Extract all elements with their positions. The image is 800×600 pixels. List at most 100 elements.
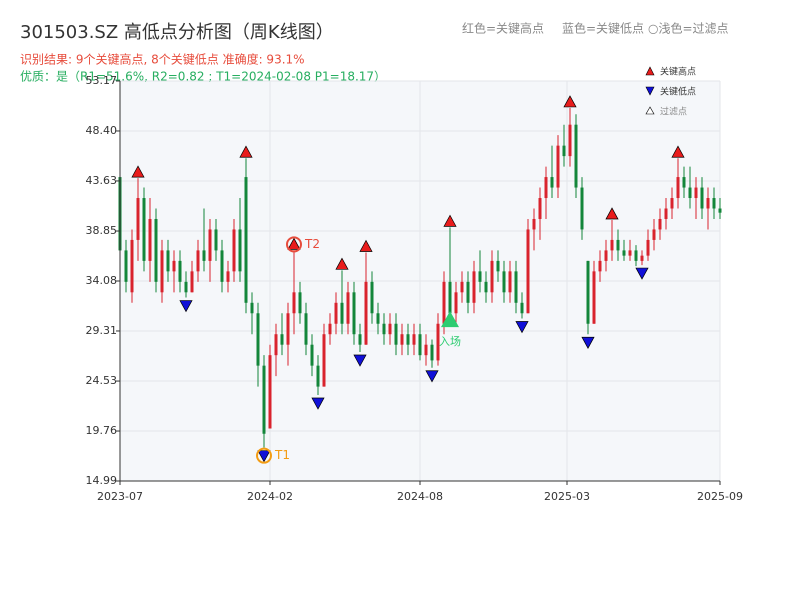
candle-body [340, 302, 344, 324]
candle-body [538, 198, 542, 219]
key-high-marker [671, 145, 685, 158]
candle-body [676, 177, 680, 199]
candle-body [130, 239, 134, 293]
candle-body [700, 187, 704, 209]
candle-body [412, 334, 416, 345]
candle-body [706, 198, 710, 209]
x-tick-label: 2023-07 [97, 490, 143, 503]
candle-body [370, 281, 374, 314]
candle-body [466, 281, 470, 303]
key-low-marker [311, 397, 325, 410]
y-tick-label: 24.53 [86, 374, 118, 387]
candle-body [652, 229, 656, 240]
candle-body [682, 177, 686, 188]
y-tick-label: 29.31 [86, 324, 118, 337]
key-high-marker [239, 145, 253, 158]
candle-body [664, 208, 668, 219]
x-tick-label: 2024-02 [247, 490, 293, 503]
candle-body [232, 229, 236, 272]
candle-body [352, 292, 356, 335]
candle-body [262, 365, 266, 434]
candle-body [166, 250, 170, 272]
candle-body [190, 271, 194, 293]
y-tick-label: 34.08 [86, 274, 118, 287]
candle-body [274, 334, 278, 356]
key-high-marker [131, 165, 145, 178]
candle-body [124, 250, 128, 282]
legend-label: 关键高点 [660, 66, 696, 78]
candle-body [634, 250, 638, 261]
key-low-marker [353, 354, 367, 367]
legend-swatch [645, 66, 655, 76]
candle-body [148, 218, 152, 261]
candle-body [238, 229, 242, 272]
candle-body [646, 239, 650, 256]
candle-body [298, 292, 302, 314]
entry-marker [441, 311, 459, 328]
candle-body [562, 145, 566, 157]
candle-body [670, 198, 674, 209]
y-tick-label: 48.40 [86, 124, 118, 137]
candle-body [220, 250, 224, 282]
candle-body [688, 187, 692, 199]
candle-body [346, 292, 350, 324]
candle-body [616, 239, 620, 251]
candle-body [184, 281, 188, 293]
candle-body [550, 177, 554, 188]
candle-body [586, 260, 590, 324]
candle-body [160, 250, 164, 293]
entry-label: 入场 [439, 334, 461, 348]
candle-body [598, 260, 602, 272]
candle-body [256, 313, 260, 366]
candle-body [448, 281, 452, 314]
annotation-label: T2 [304, 237, 320, 251]
candle-body [520, 302, 524, 314]
candle-body [532, 218, 536, 230]
candle-body [604, 250, 608, 261]
header-legend: ○浅色=过滤点 [648, 22, 729, 36]
candle-body [478, 271, 482, 282]
candle-body [364, 281, 368, 345]
candle-body [292, 292, 296, 314]
candle-body [304, 313, 308, 345]
candle-body [442, 281, 446, 324]
candle-body [592, 271, 596, 324]
candle-body [460, 281, 464, 293]
candle-body [694, 187, 698, 199]
candle-body [508, 271, 512, 293]
candle-body [406, 334, 410, 345]
candle-body [400, 334, 404, 345]
subtitle: 识别结果: 9个关键高点, 8个关键低点 准确度: 93.1% [20, 52, 305, 67]
candle-body [514, 271, 518, 303]
annotation-label: T1 [274, 448, 290, 462]
key-low-marker [179, 300, 193, 313]
candle-body [280, 334, 284, 345]
candle-body [388, 323, 392, 335]
candle-body [418, 334, 422, 356]
candle-body [226, 271, 230, 282]
candle-body [472, 271, 476, 303]
candle-body [436, 323, 440, 361]
candle-body [316, 365, 320, 387]
chart-title: 301503.SZ 高低点分析图（周K线图） [20, 22, 334, 43]
legend-label: 过滤点 [660, 106, 687, 118]
candle-body [658, 218, 662, 230]
candle-body [136, 198, 140, 240]
candle-body [394, 323, 398, 345]
x-tick-label: 2025-09 [697, 490, 743, 503]
candle-body [358, 334, 362, 345]
candle-body [424, 344, 428, 356]
candle-body [250, 302, 254, 314]
x-tick-label: 2025-03 [544, 490, 590, 503]
candle-body [382, 323, 386, 335]
candle-body [526, 229, 530, 314]
y-tick-label: 53.17 [86, 74, 118, 87]
key-low-marker [425, 370, 439, 383]
candle-body [154, 218, 158, 282]
candle-body [502, 271, 506, 293]
candle-body [544, 177, 548, 199]
annotation-ring [256, 447, 272, 464]
key-high-marker [605, 207, 619, 220]
quality-note: 优质：是（R1=51.6%, R2=0.82 ; T1=2024-02-08 P… [20, 70, 386, 84]
